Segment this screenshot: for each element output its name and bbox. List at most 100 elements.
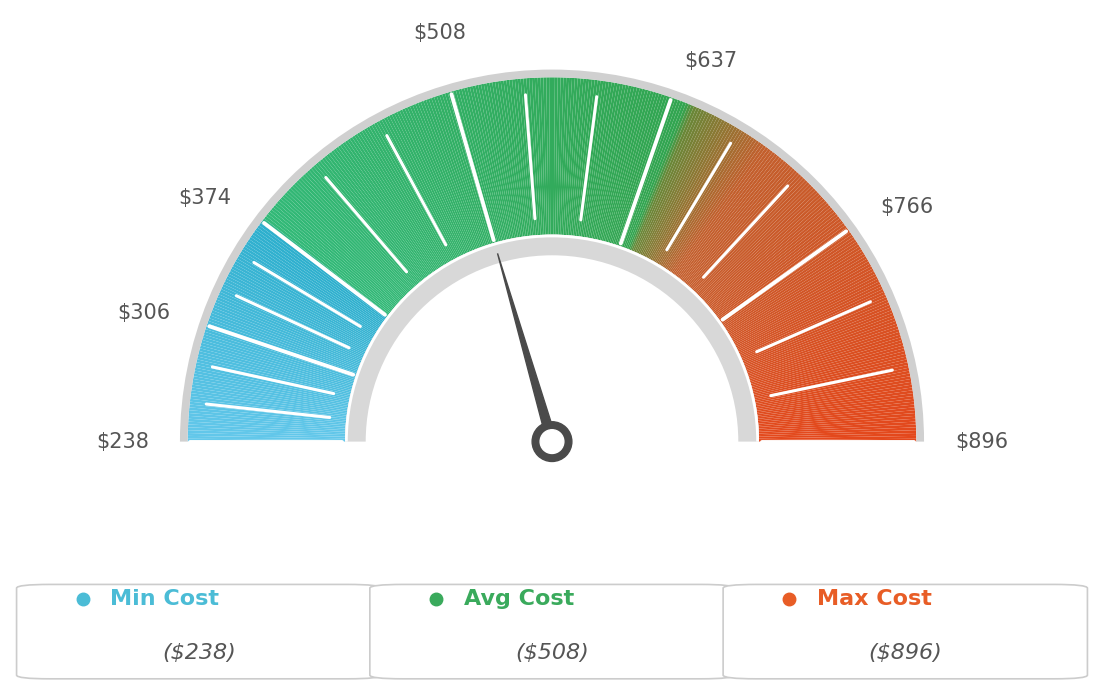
Wedge shape <box>549 77 552 235</box>
Wedge shape <box>565 78 577 235</box>
Wedge shape <box>707 199 826 305</box>
Wedge shape <box>195 365 350 400</box>
Wedge shape <box>188 430 346 437</box>
Wedge shape <box>215 299 361 362</box>
Wedge shape <box>386 116 459 257</box>
Wedge shape <box>741 292 885 358</box>
Wedge shape <box>191 391 347 414</box>
Wedge shape <box>581 81 606 237</box>
Wedge shape <box>280 197 399 304</box>
Wedge shape <box>367 126 448 264</box>
Wedge shape <box>594 85 628 239</box>
Wedge shape <box>295 182 406 295</box>
Wedge shape <box>509 79 529 236</box>
Wedge shape <box>266 214 391 313</box>
Wedge shape <box>492 82 520 237</box>
Wedge shape <box>336 147 431 275</box>
Wedge shape <box>647 118 722 259</box>
Wedge shape <box>331 150 427 277</box>
Wedge shape <box>711 207 832 310</box>
Wedge shape <box>638 111 708 255</box>
Wedge shape <box>657 128 740 264</box>
Wedge shape <box>538 77 545 235</box>
Wedge shape <box>746 315 894 371</box>
Wedge shape <box>655 125 735 263</box>
Wedge shape <box>569 79 583 235</box>
Wedge shape <box>188 419 346 431</box>
Wedge shape <box>227 274 369 348</box>
Wedge shape <box>627 102 686 249</box>
Wedge shape <box>467 87 506 240</box>
Wedge shape <box>188 436 346 440</box>
Wedge shape <box>756 384 912 411</box>
Wedge shape <box>180 70 924 442</box>
Wedge shape <box>598 87 637 240</box>
Wedge shape <box>188 427 346 435</box>
Wedge shape <box>382 118 457 259</box>
Wedge shape <box>616 95 667 245</box>
Wedge shape <box>656 126 737 264</box>
Wedge shape <box>267 212 392 312</box>
Wedge shape <box>754 359 907 397</box>
Wedge shape <box>593 84 626 239</box>
Wedge shape <box>461 88 502 241</box>
Wedge shape <box>191 388 348 413</box>
Wedge shape <box>458 89 500 242</box>
Wedge shape <box>580 81 603 237</box>
Wedge shape <box>521 79 535 235</box>
Wedge shape <box>193 373 349 404</box>
Wedge shape <box>213 305 360 366</box>
Wedge shape <box>757 393 913 415</box>
Wedge shape <box>277 201 396 306</box>
Wedge shape <box>498 81 523 237</box>
Wedge shape <box>210 315 358 371</box>
Wedge shape <box>194 368 349 401</box>
Wedge shape <box>758 427 916 435</box>
Wedge shape <box>619 97 672 246</box>
Wedge shape <box>442 93 491 244</box>
Wedge shape <box>226 276 368 349</box>
Wedge shape <box>741 295 887 359</box>
Wedge shape <box>737 279 879 351</box>
Wedge shape <box>745 310 893 368</box>
Wedge shape <box>719 225 847 320</box>
Wedge shape <box>342 142 434 273</box>
Text: ($238): ($238) <box>162 643 235 662</box>
Wedge shape <box>478 84 511 239</box>
Wedge shape <box>758 433 916 438</box>
Wedge shape <box>320 159 422 282</box>
Wedge shape <box>602 88 643 241</box>
Wedge shape <box>711 209 835 311</box>
Wedge shape <box>633 106 697 252</box>
Wedge shape <box>198 354 351 393</box>
Wedge shape <box>758 407 915 424</box>
Wedge shape <box>298 178 410 293</box>
Wedge shape <box>206 324 357 376</box>
Wedge shape <box>749 329 900 380</box>
FancyBboxPatch shape <box>370 584 734 679</box>
Wedge shape <box>660 131 745 266</box>
Wedge shape <box>586 82 615 237</box>
Wedge shape <box>646 117 720 258</box>
Wedge shape <box>194 371 349 403</box>
Wedge shape <box>190 396 347 417</box>
Wedge shape <box>489 82 518 237</box>
Wedge shape <box>682 159 784 282</box>
Wedge shape <box>728 249 862 333</box>
Wedge shape <box>572 79 590 236</box>
Wedge shape <box>426 99 481 248</box>
Wedge shape <box>329 152 426 278</box>
Wedge shape <box>704 195 821 302</box>
Wedge shape <box>617 96 670 246</box>
Wedge shape <box>597 86 635 240</box>
Wedge shape <box>750 332 900 381</box>
Wedge shape <box>250 237 381 326</box>
Wedge shape <box>690 170 797 288</box>
Wedge shape <box>219 292 363 358</box>
Wedge shape <box>209 318 358 373</box>
Wedge shape <box>352 135 439 268</box>
Wedge shape <box>713 214 838 313</box>
Wedge shape <box>344 235 760 442</box>
Text: $766: $766 <box>880 197 933 217</box>
Wedge shape <box>418 102 477 249</box>
